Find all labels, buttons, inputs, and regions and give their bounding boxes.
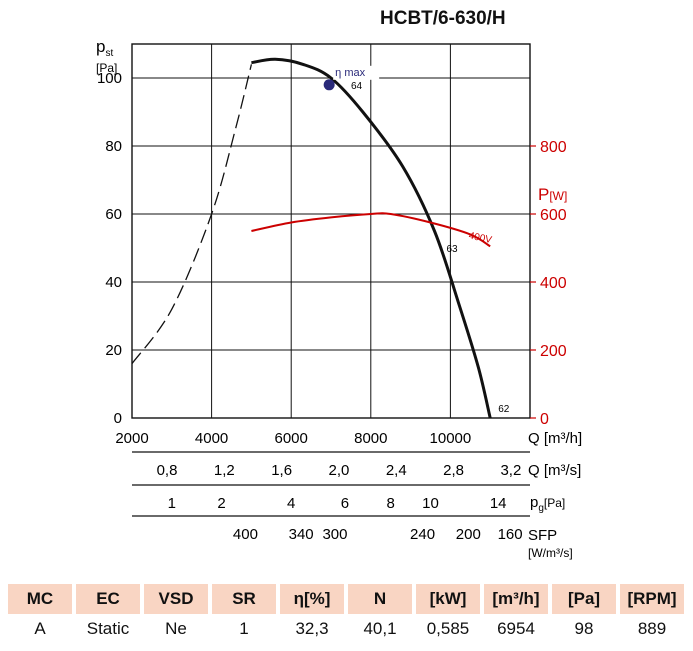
marker-label-background <box>333 65 380 80</box>
value-sr: 1 <box>239 619 249 638</box>
scale-tick-label: 300 <box>322 526 347 543</box>
x-tick-label: 2000 <box>115 430 148 447</box>
specs-header-row: MC EC VSD SR η[%] N [kW] [m³/h] [Pa] [RP… <box>8 584 684 614</box>
scale-tick-label: 1 <box>168 495 176 512</box>
y-right-tick-label: 600 <box>540 207 567 224</box>
x-tick-label: 10000 <box>430 430 472 447</box>
y-right-tick-label: 400 <box>540 275 567 292</box>
header-n: N <box>348 584 412 614</box>
value-kw: 0,585 <box>426 619 470 638</box>
plot-frame <box>131 43 531 419</box>
value-efficiency: 32,3 <box>295 619 329 638</box>
header-airflow: [m³/h] <box>484 584 548 614</box>
scale-tick-label: 3,2 <box>500 462 521 479</box>
value-airflow: 6954 <box>497 619 535 638</box>
header-ec: EC <box>76 584 140 614</box>
scale-tick-label: 8 <box>387 495 395 512</box>
value-ec: Static <box>86 619 130 638</box>
y-left-tick-label: 0 <box>114 410 122 427</box>
scale-tick-label: 1,6 <box>271 462 292 479</box>
scale-tick-label: 14 <box>490 495 507 512</box>
y-right-tick-label: 800 <box>540 139 567 156</box>
y-right-tick-label: 0 <box>540 411 549 428</box>
scale-tick-label: 4 <box>287 495 295 512</box>
chart-title: HCBT/6-630/H <box>380 8 506 29</box>
y-left-tick-label: 40 <box>105 274 122 291</box>
y-left-tick-label: 80 <box>105 138 122 155</box>
value-pressure: 98 <box>574 619 594 638</box>
scale-label-sfp-unit: [W/m³/s] <box>528 546 573 560</box>
scale-tick-label: 2,4 <box>386 462 407 479</box>
header-pressure: [Pa] <box>552 584 616 614</box>
y-left-axis-label: pst <box>96 37 113 59</box>
x-tick-label: 8000 <box>354 430 387 447</box>
header-vsd: VSD <box>144 584 208 614</box>
scale-tick-label: 10 <box>422 495 439 512</box>
scale-tick-label: 6 <box>341 495 349 512</box>
specs-value-row: A Static Ne 1 32,3 40,1 0,585 6954 98 88… <box>8 614 684 644</box>
curve-point-label: 64 <box>351 81 363 92</box>
curve-point-label: 62 <box>498 404 510 415</box>
specs-table: MC EC VSD SR η[%] N [kW] [m³/h] [Pa] [RP… <box>4 584 688 644</box>
header-rpm: [RPM] <box>620 584 684 614</box>
scale-tick-label: 1,2 <box>214 462 235 479</box>
header-mc: MC <box>8 584 72 614</box>
y-left-tick-label: 20 <box>105 342 122 359</box>
eta-max-marker <box>323 79 335 91</box>
scale-tick-label: 340 <box>289 526 314 543</box>
x-axis-label: Q [m³/h] <box>528 430 582 447</box>
scale-tick-label: 2 <box>217 495 225 512</box>
value-rpm: 889 <box>637 619 667 638</box>
y-left-axis-unit: [Pa] <box>96 61 117 75</box>
y-right-tick-label: 200 <box>540 343 567 360</box>
fan-performance-chart: 2000 4000 6000 8000 10000 0 20 40 60 80 100 0 200 400… <box>96 37 582 560</box>
power-curve <box>251 212 491 248</box>
value-n: 40,1 <box>363 619 397 638</box>
scale-tick-label: 2,0 <box>329 462 350 479</box>
x-tick-label: 4000 <box>195 430 228 447</box>
scale-tick-label: 200 <box>456 526 481 543</box>
header-kw: [kW] <box>416 584 480 614</box>
curve-point-label: 63 <box>446 244 458 255</box>
scale-tick-label: 2,8 <box>443 462 464 479</box>
scale-tick-label: 400 <box>233 526 258 543</box>
header-efficiency: η[%] <box>280 584 344 614</box>
y-left-tick-label: 100 <box>97 70 122 87</box>
series-label: 400V <box>468 230 493 246</box>
scale-label-sfp: SFP <box>528 527 557 544</box>
pressure-curve <box>251 57 492 419</box>
scale-tick-label: 0,8 <box>157 462 178 479</box>
value-mc: A <box>34 619 46 638</box>
header-sr: SR <box>212 584 276 614</box>
scale-label-pg: pg[Pa] <box>530 494 565 514</box>
x-tick-label: 6000 <box>275 430 308 447</box>
scale-tick-label: 160 <box>498 526 523 543</box>
eta-max-label: η max <box>335 67 365 79</box>
pressure-curve-unstable <box>131 64 253 364</box>
value-vsd: Ne <box>165 619 187 638</box>
scale-label-q-m3s: Q [m³/s] <box>528 462 581 479</box>
scale-tick-label: 240 <box>410 526 435 543</box>
y-right-axis-label: P[W] <box>538 185 567 204</box>
y-left-tick-label: 60 <box>105 206 122 223</box>
